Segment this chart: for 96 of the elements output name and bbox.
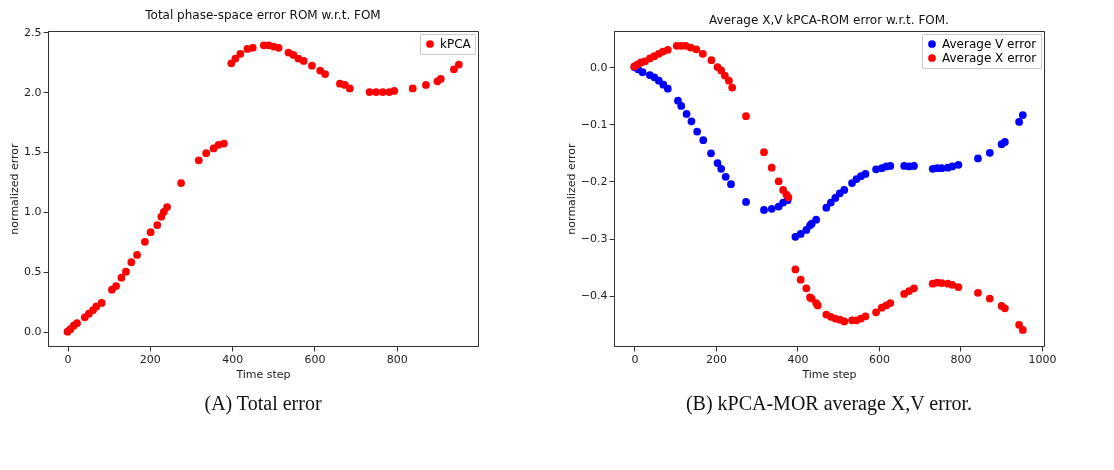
point	[422, 81, 430, 89]
y-tick-label: 2.5	[24, 25, 42, 39]
point	[153, 221, 162, 229]
point	[861, 170, 870, 178]
point	[122, 267, 130, 276]
point	[289, 51, 298, 59]
x-axis-title: Time step	[801, 367, 857, 381]
point	[693, 127, 702, 136]
point	[365, 88, 374, 96]
x-tick-label: 800	[950, 352, 972, 366]
point	[767, 204, 776, 213]
point	[638, 68, 647, 77]
point	[390, 87, 399, 95]
point	[141, 237, 149, 246]
point	[248, 43, 257, 52]
x-tick-label: 400	[787, 352, 809, 366]
x-tick-label: 600	[304, 352, 326, 366]
point	[677, 102, 686, 110]
point	[713, 159, 722, 167]
point	[321, 70, 330, 78]
x-tick-label: 400	[222, 352, 244, 366]
point	[974, 154, 982, 163]
point	[112, 282, 120, 290]
x-tick-label: 0	[64, 352, 72, 366]
point	[308, 61, 316, 70]
y-tick-label: −0.2	[580, 174, 608, 188]
point	[910, 162, 918, 170]
x-tick-label: 600	[868, 352, 890, 366]
point	[372, 88, 381, 96]
point	[177, 179, 185, 187]
chart-title: Total phase-space error ROM w.r.t. FOM	[144, 8, 381, 23]
y-tick-label: 2.0	[24, 85, 42, 99]
point	[742, 198, 750, 206]
point	[840, 186, 849, 194]
point	[760, 206, 768, 214]
point	[822, 203, 831, 212]
point	[954, 160, 963, 169]
point	[163, 203, 171, 211]
point	[408, 84, 417, 93]
y-axis-title: normalized error	[564, 142, 578, 235]
x-tick-label: 200	[139, 352, 161, 366]
point	[117, 273, 126, 282]
point	[1015, 118, 1024, 126]
point	[791, 232, 800, 241]
point	[663, 84, 672, 93]
point	[717, 164, 726, 173]
point	[699, 136, 708, 145]
point	[236, 49, 245, 58]
point	[796, 230, 805, 238]
point	[682, 110, 691, 118]
point	[454, 60, 463, 69]
point	[886, 162, 895, 170]
x-tick-label: 1000	[1028, 352, 1057, 366]
point	[826, 198, 835, 207]
y-tick-label: 1.5	[24, 145, 42, 159]
legend-label: Average V error	[942, 37, 1037, 51]
y-tick-label: −0.1	[580, 117, 608, 131]
point	[202, 149, 211, 158]
point	[812, 215, 821, 224]
y-tick-label: −0.4	[580, 289, 608, 303]
point	[378, 88, 387, 96]
text: (B) kPCA-MOR average X,V error.	[685, 392, 973, 415]
legend-label: kPCA	[440, 37, 472, 51]
point	[687, 117, 696, 126]
y-tick-label: −0.3	[580, 232, 608, 246]
point	[707, 149, 715, 158]
point	[1018, 111, 1027, 119]
point	[194, 156, 203, 165]
point	[73, 319, 81, 328]
point	[127, 258, 136, 267]
point	[220, 139, 228, 148]
point	[345, 84, 354, 93]
chart-title: Average X,V kPCA-ROM error w.r.t. FOM.	[709, 13, 949, 27]
y-tick-label: 0.0	[590, 60, 608, 74]
y-tick-label: 0.5	[24, 265, 42, 279]
point	[1001, 138, 1009, 146]
point	[985, 148, 994, 157]
point	[227, 59, 236, 68]
x-axis-title: Time step	[235, 367, 291, 381]
point	[133, 251, 141, 259]
point	[727, 180, 735, 189]
point	[831, 194, 840, 202]
point	[274, 43, 283, 52]
text: (A) Total error	[204, 392, 322, 415]
point	[299, 57, 308, 65]
x-tick-label: 200	[705, 352, 727, 366]
point	[721, 172, 730, 181]
point	[146, 228, 155, 237]
x-tick-label: 800	[386, 352, 408, 366]
point	[450, 65, 458, 74]
y-axis-title: normalized error	[8, 142, 22, 235]
point	[97, 299, 106, 307]
y-tick-label: 1.0	[24, 205, 42, 219]
legend-label: Average X error	[942, 51, 1037, 65]
y-tick-label: 0.0	[24, 325, 42, 339]
x-tick-label: 0	[631, 352, 639, 366]
